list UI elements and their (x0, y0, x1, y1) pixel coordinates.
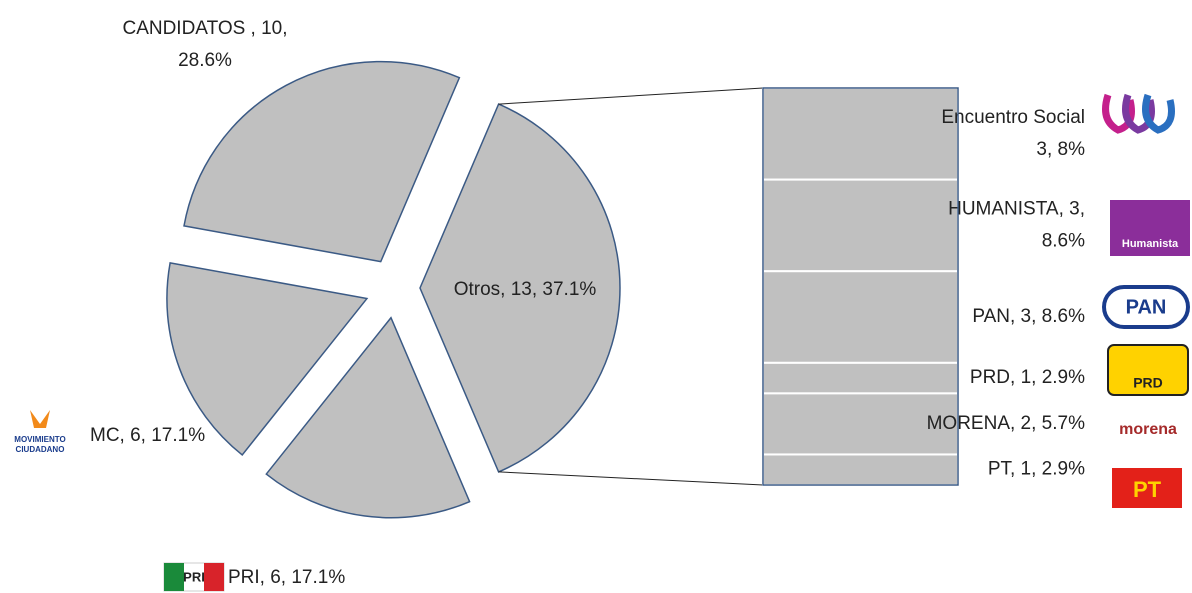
data-label: PRD, 1, 2.9% (970, 367, 1085, 388)
bar-segment (762, 453, 959, 487)
logo-prd (1107, 344, 1189, 396)
bar-border (762, 87, 959, 486)
logo-text: MOVIMIENTO (14, 435, 65, 444)
bar-segment (762, 270, 959, 364)
logo-pri-green (164, 563, 184, 591)
pie-slice (419, 103, 621, 473)
connector (498, 87, 764, 105)
data-label: PAN, 3, 8.6% (972, 306, 1085, 327)
logo-text: CIUDADANO (16, 445, 65, 454)
logo-shape (1142, 93, 1175, 134)
data-label: MC, 6, 17.1% (90, 425, 205, 446)
bar-segment (762, 178, 959, 273)
pie-slice (183, 60, 461, 263)
data-label: 28.6% (178, 50, 232, 71)
data-label: Otros, 13, 37.1% (454, 279, 597, 300)
data-label: PT, 1, 2.9% (988, 459, 1085, 480)
logo-shape (1122, 93, 1155, 134)
logo-text: PRI (183, 569, 205, 584)
logo-pt (1112, 468, 1182, 508)
logos: Humanista PAN PRD morena PT PRI MOVIMIEN… (14, 93, 1190, 592)
logo-mc (30, 410, 50, 428)
data-label: Encuentro Social (941, 107, 1085, 128)
connector (498, 471, 764, 486)
data-label: MORENA, 2, 5.7% (927, 413, 1085, 434)
logo-text: PT (1133, 477, 1162, 502)
logo-encuentro (1102, 93, 1175, 134)
logo-pan (1102, 285, 1190, 329)
logo-shape (1102, 93, 1135, 134)
logo-text: morena (1119, 421, 1177, 438)
data-label: 3, 8% (1036, 139, 1085, 160)
logo-pri-red (204, 563, 224, 591)
data-label: PRI, 6, 17.1% (228, 567, 345, 588)
bar-segment (762, 361, 959, 395)
pie-slice (166, 261, 369, 456)
data-label: CANDIDATOS , 10, (122, 18, 287, 39)
logo-text: PAN (1126, 296, 1167, 318)
data-label: 8.6% (1042, 230, 1085, 251)
data-label: HUMANISTA, 3, (948, 198, 1085, 219)
logo-humanista (1110, 200, 1190, 256)
bar-segment (762, 87, 959, 181)
pie-slice (265, 316, 471, 519)
logo-text: Humanista (1122, 238, 1179, 250)
logo-text: PRD (1133, 375, 1163, 391)
